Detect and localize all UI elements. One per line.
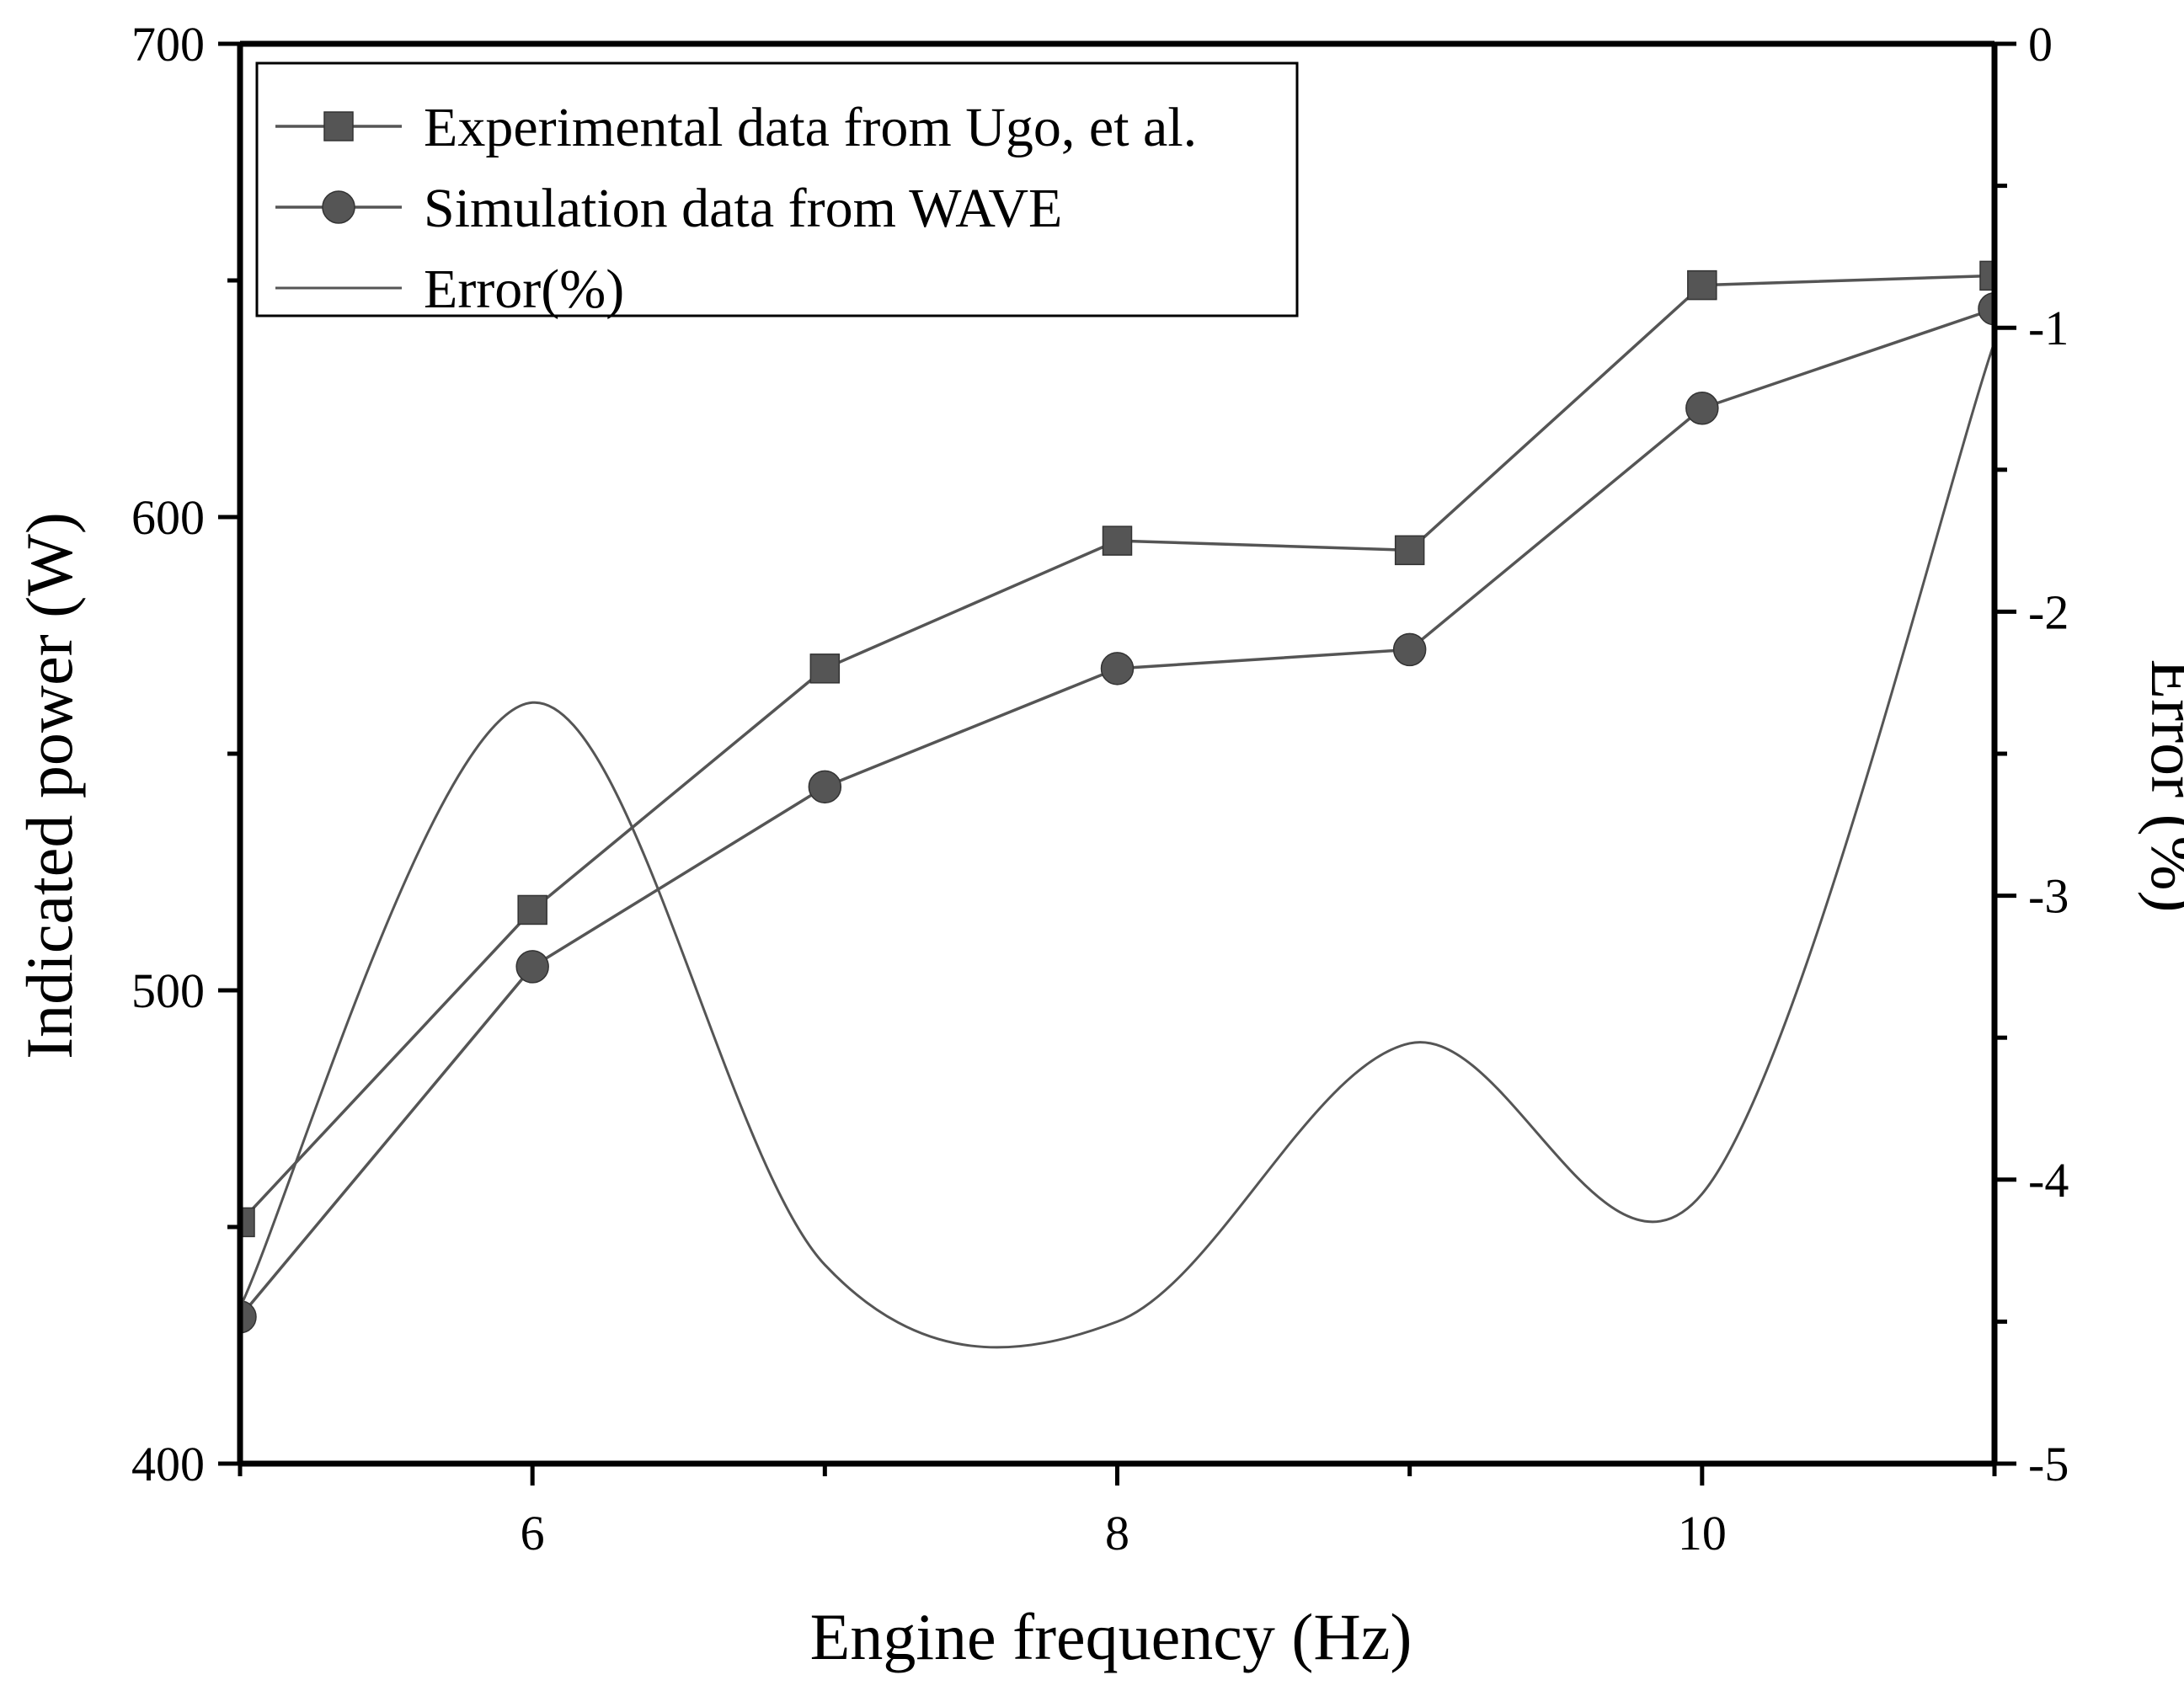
legend-box	[255, 61, 1299, 317]
data-point-square	[809, 653, 841, 684]
plot-area	[240, 260, 1994, 1349]
data-point-square	[1394, 535, 1425, 566]
x-axis-title: Engine frequency (Hz)	[810, 1600, 1412, 1673]
y-tick-label: 500	[131, 963, 205, 1018]
data-point-square	[1687, 269, 1717, 301]
data-point-square	[240, 1207, 255, 1238]
series-line-0	[240, 274, 1994, 1224]
y2-tick-label: -1	[2028, 301, 2069, 355]
legend-circle-icon	[322, 190, 355, 224]
data-point-circle	[1978, 291, 1994, 326]
data-point-circle	[515, 950, 549, 984]
data-point-circle	[1392, 632, 1427, 667]
data-point-circle	[240, 1300, 257, 1334]
data-point-circle	[1100, 652, 1135, 685]
legend-entry-label: Experimental data from Ugo, et al.	[424, 97, 1197, 158]
data-point-square	[1979, 260, 1994, 291]
x-tick-label: 8	[1105, 1506, 1129, 1560]
y2-tick-label: -4	[2028, 1153, 2069, 1208]
y2-tick-label: -5	[2028, 1437, 2069, 1491]
data-point-circle	[1685, 391, 1719, 425]
legend-entry-label: Simulation data from WAVE	[424, 178, 1062, 239]
series-line-2	[240, 341, 1994, 1349]
x-tick-label: 6	[521, 1506, 545, 1560]
x-tick-label: 10	[1678, 1506, 1727, 1560]
legend-square-icon	[323, 111, 354, 141]
data-point-circle	[808, 770, 842, 804]
y-tick-label: 400	[131, 1437, 205, 1491]
series-line-1	[240, 307, 1994, 1318]
data-point-square	[1102, 525, 1133, 556]
y2-axis-title: Error (%)	[2138, 659, 2184, 913]
y2-tick-label: 0	[2028, 17, 2053, 72]
y2-tick-label: -3	[2028, 869, 2069, 924]
y-tick-label: 700	[131, 17, 205, 72]
y2-tick-label: -2	[2028, 584, 2069, 639]
y-axis-title: Indicated power (W)	[13, 512, 86, 1059]
data-point-square	[517, 894, 547, 926]
y-tick-label: 600	[131, 490, 205, 545]
legend-entry-label: Error(%)	[424, 259, 624, 320]
